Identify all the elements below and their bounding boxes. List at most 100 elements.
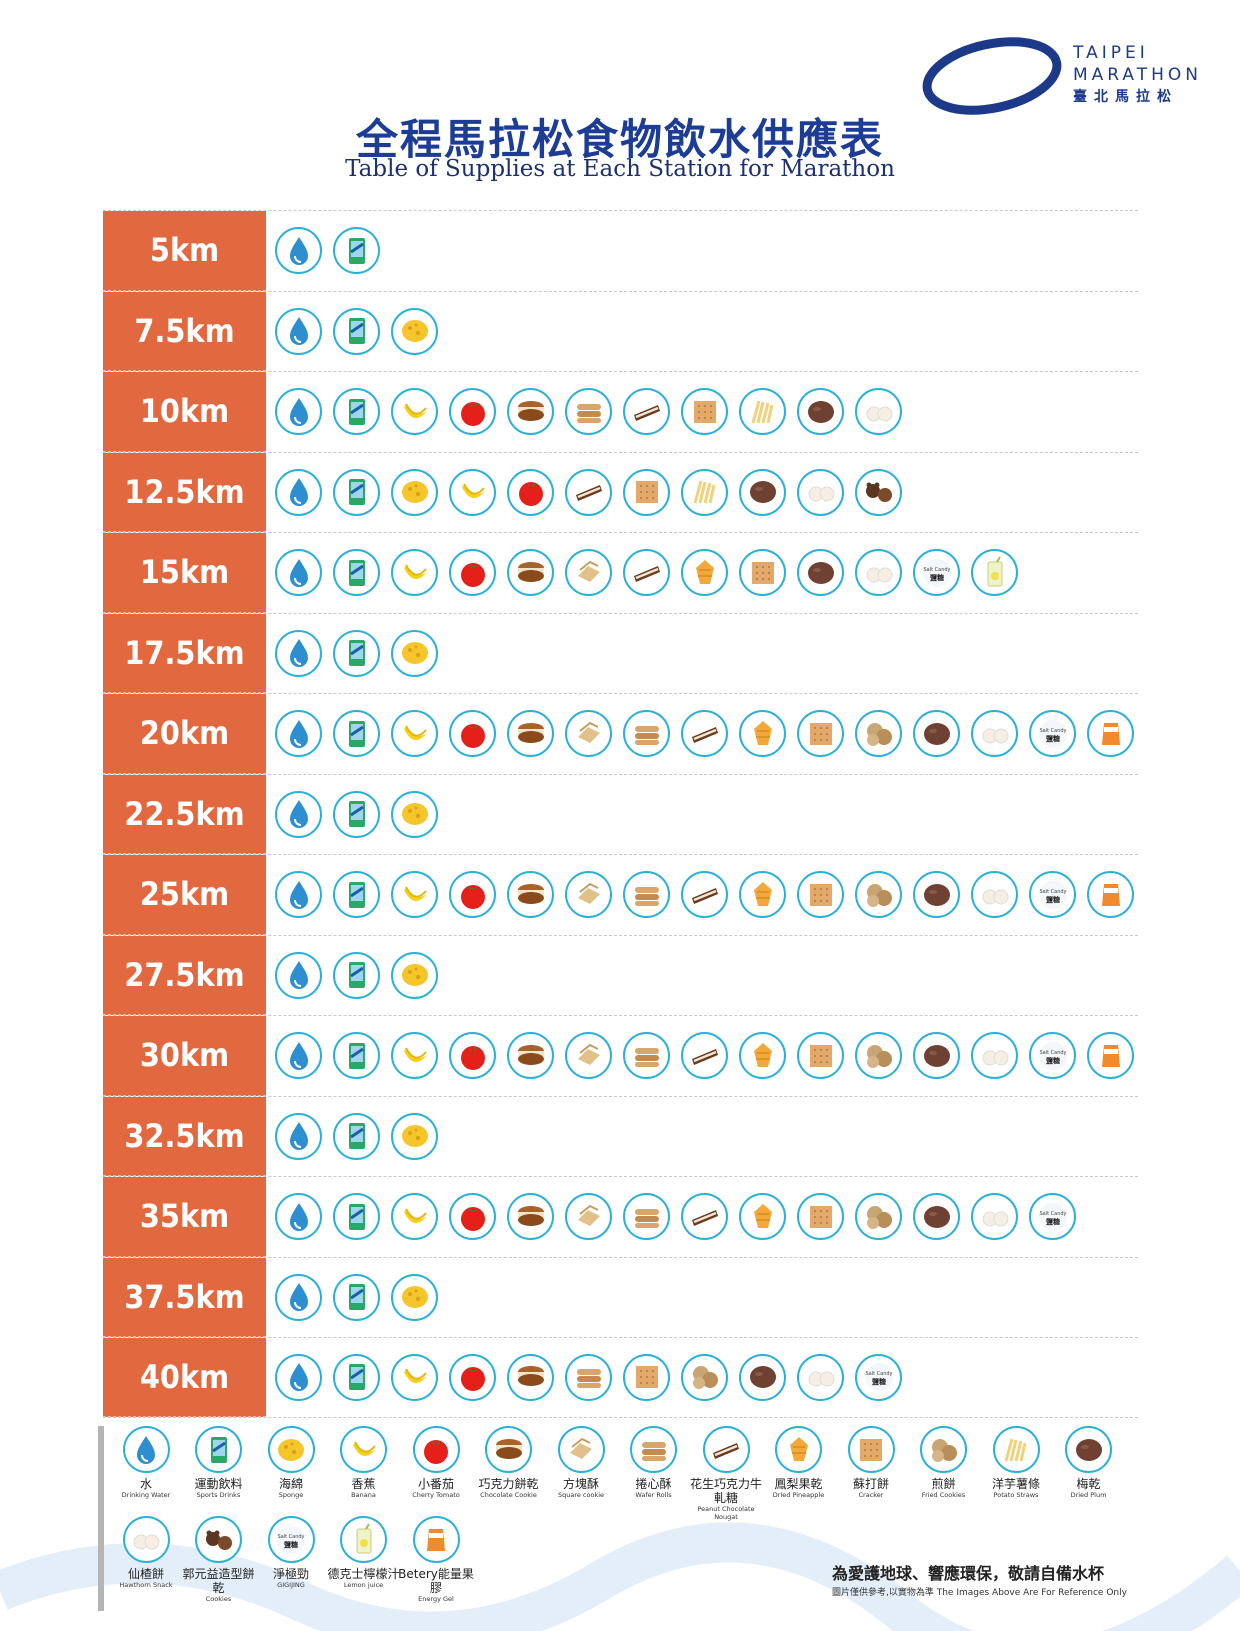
square-icon <box>565 549 612 597</box>
gel-icon <box>1101 1044 1120 1067</box>
water-icon <box>289 317 308 346</box>
banana-icon <box>403 1208 427 1223</box>
water-icon <box>289 1283 308 1312</box>
station-supplies: Salt Candy 鹽糖 <box>266 1353 902 1401</box>
sponge-icon <box>401 1286 428 1309</box>
notice-text: 為愛護地球、響應環保，敬請自備水杯 <box>832 1564 1105 1583</box>
fried-icon <box>681 1353 728 1401</box>
tomato-icon <box>460 562 485 587</box>
square-icon <box>577 882 600 904</box>
water-icon <box>275 1193 322 1241</box>
fried-icon <box>920 1426 967 1473</box>
square-icon <box>557 1426 605 1473</box>
station-supplies <box>266 307 438 355</box>
cracker-icon <box>797 871 844 919</box>
banana-icon <box>403 403 427 418</box>
nougat-icon <box>633 565 660 582</box>
water-icon <box>275 790 322 838</box>
water-icon <box>275 629 322 677</box>
hawthorn-icon <box>971 1032 1018 1080</box>
pineapple-icon <box>753 1042 772 1067</box>
svg-text:Salt Candy: Salt Candy <box>1039 728 1066 734</box>
svg-text:Salt Candy: Salt Candy <box>865 1371 892 1377</box>
sports-icon <box>333 1112 380 1160</box>
lemon-icon <box>340 1516 387 1563</box>
wafer-icon <box>634 725 659 745</box>
svg-text:Salt Candy: Salt Candy <box>1039 1050 1066 1056</box>
sports-icon <box>348 1284 365 1311</box>
legend-item-square: 方塊酥 Square cookie <box>542 1426 620 1499</box>
bear-icon <box>205 1530 232 1550</box>
svg-text:鹽糖: 鹽糖 <box>930 573 944 582</box>
station-supplies <box>266 468 902 516</box>
sports-icon <box>348 318 365 345</box>
station-km-label: 25km <box>103 855 266 935</box>
sports-icon <box>348 559 365 586</box>
wafer-icon <box>630 1426 677 1473</box>
gel-icon <box>412 1516 460 1563</box>
cracker-icon <box>797 1032 844 1080</box>
plum-icon <box>913 1032 960 1080</box>
logo-line-taipei: TAIPEI <box>1073 43 1149 63</box>
station-row: 35km Salt Candy 鹽糖 <box>103 1176 1138 1257</box>
nougat-icon <box>681 1032 728 1080</box>
water-icon <box>289 800 308 829</box>
potato-icon <box>751 400 773 424</box>
banana-icon <box>391 549 438 597</box>
sports-icon <box>333 1273 380 1321</box>
cracker-icon <box>693 400 716 423</box>
tomato-icon <box>449 871 496 919</box>
hawthorn-icon <box>982 1050 1008 1066</box>
tomato-icon <box>449 1032 496 1080</box>
legend-item-choco: 巧克力餅乾 Chocolate Cookie <box>470 1426 548 1499</box>
fried-icon <box>866 1044 892 1068</box>
water-icon <box>289 639 308 668</box>
hawthorn-icon <box>971 710 1018 758</box>
cracker-icon <box>809 1205 832 1228</box>
fried-icon <box>692 1366 718 1390</box>
sports-icon <box>210 1436 227 1463</box>
station-km-label: 15km <box>103 533 266 613</box>
gel-icon <box>427 1528 445 1551</box>
legend-label-en: Fried Cookies <box>921 1491 966 1499</box>
nougat-icon <box>623 388 670 436</box>
wafer-icon <box>634 1208 659 1228</box>
water-icon <box>275 1032 322 1080</box>
legend-item-pineapple: 鳳梨果乾 Dried Pineapple <box>760 1426 838 1499</box>
water-icon <box>275 1353 322 1401</box>
wafer-icon <box>641 1441 666 1461</box>
station-row: 10km <box>103 371 1138 452</box>
legend-label-zh: 煎餅 <box>931 1477 956 1491</box>
wafer-icon <box>623 1032 670 1080</box>
legend-label-en: Hawthorn Snack <box>119 1581 173 1589</box>
sponge-icon <box>401 803 428 826</box>
station-supplies <box>266 629 438 677</box>
hawthorn-icon <box>808 486 834 502</box>
nougat-icon <box>565 468 612 516</box>
legend-label-zh: 運動飲料 <box>194 1477 243 1491</box>
legend-label-en: Drinking Water <box>121 1491 171 1499</box>
pineapple-icon <box>753 1203 772 1228</box>
sports-icon <box>348 1042 365 1069</box>
water-icon <box>275 1112 322 1160</box>
banana-icon <box>403 886 427 901</box>
station-row: 27.5km <box>103 934 1138 1015</box>
legend-label-zh: 方塊酥 <box>562 1477 599 1491</box>
cracker-icon <box>809 1044 832 1067</box>
station-km-label: 27.5km <box>103 935 266 1015</box>
bear-icon <box>865 482 892 503</box>
legend-item-fried: 煎餅 Fried Cookies <box>905 1426 983 1499</box>
water-icon <box>289 1363 308 1392</box>
station-km-label: 30km <box>103 1016 266 1096</box>
pineapple-icon <box>739 871 786 919</box>
nougat-icon <box>623 549 670 597</box>
choco-icon <box>517 1044 544 1065</box>
station-km-label: 35km <box>103 1177 266 1257</box>
svg-text:Salt Candy: Salt Candy <box>1039 889 1066 895</box>
tomato-icon <box>460 1206 485 1231</box>
banana-icon <box>340 1426 387 1473</box>
